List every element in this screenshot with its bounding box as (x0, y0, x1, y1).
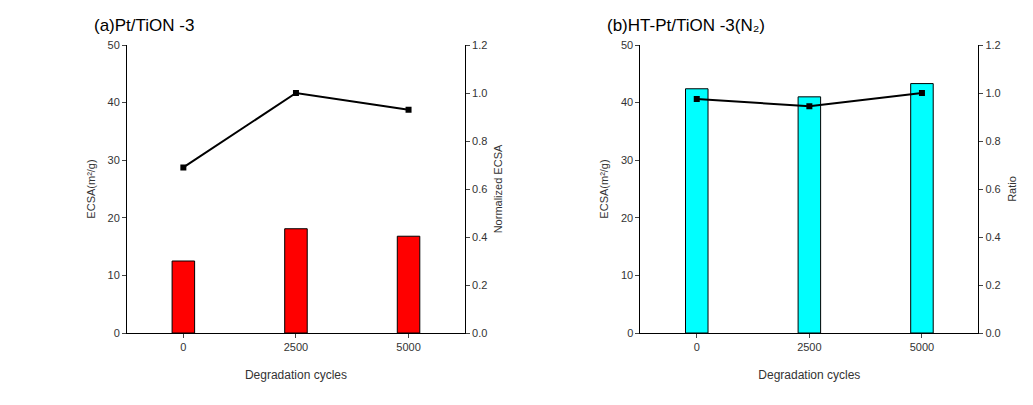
svg-text:5000: 5000 (910, 341, 934, 353)
svg-text:0.4: 0.4 (985, 231, 1000, 243)
svg-text:0.8: 0.8 (472, 135, 487, 147)
svg-text:(a)Pt/TiON -3: (a)Pt/TiON -3 (94, 16, 194, 35)
svg-text:2500: 2500 (797, 341, 821, 353)
svg-text:0: 0 (694, 341, 700, 353)
svg-text:10: 10 (621, 269, 633, 281)
svg-text:5000: 5000 (396, 341, 420, 353)
svg-text:0: 0 (114, 327, 120, 339)
svg-text:0.8: 0.8 (985, 135, 1000, 147)
svg-text:30: 30 (108, 154, 120, 166)
svg-text:(b)HT-Pt/TiON -3(N₂): (b)HT-Pt/TiON -3(N₂) (607, 16, 765, 35)
svg-text:0.0: 0.0 (472, 327, 487, 339)
svg-text:2500: 2500 (284, 341, 308, 353)
svg-text:0.4: 0.4 (472, 231, 487, 243)
svg-text:1.0: 1.0 (985, 87, 1000, 99)
svg-text:1.2: 1.2 (472, 39, 487, 51)
svg-text:20: 20 (108, 212, 120, 224)
svg-text:0.2: 0.2 (472, 279, 487, 291)
svg-text:ECSA(m²/g): ECSA(m²/g) (598, 159, 610, 218)
svg-text:Degradation cycles: Degradation cycles (245, 368, 347, 382)
svg-text:1.2: 1.2 (985, 39, 1000, 51)
svg-text:0.0: 0.0 (985, 327, 1000, 339)
svg-text:1.0: 1.0 (472, 87, 487, 99)
svg-text:20: 20 (621, 212, 633, 224)
svg-text:Degradation cycles: Degradation cycles (758, 368, 860, 382)
svg-text:30: 30 (621, 154, 633, 166)
svg-text:50: 50 (108, 39, 120, 51)
svg-text:40: 40 (621, 96, 633, 108)
svg-text:Ratio: Ratio (1006, 176, 1018, 202)
svg-text:0.2: 0.2 (985, 279, 1000, 291)
svg-text:ECSA(m²/g): ECSA(m²/g) (85, 159, 97, 218)
svg-text:50: 50 (621, 39, 633, 51)
svg-text:0: 0 (180, 341, 186, 353)
svg-text:0.6: 0.6 (985, 183, 1000, 195)
svg-text:10: 10 (108, 269, 120, 281)
svg-text:40: 40 (108, 96, 120, 108)
svg-text:Normalized ECSA: Normalized ECSA (492, 144, 504, 233)
svg-text:0: 0 (627, 327, 633, 339)
svg-text:0.6: 0.6 (472, 183, 487, 195)
